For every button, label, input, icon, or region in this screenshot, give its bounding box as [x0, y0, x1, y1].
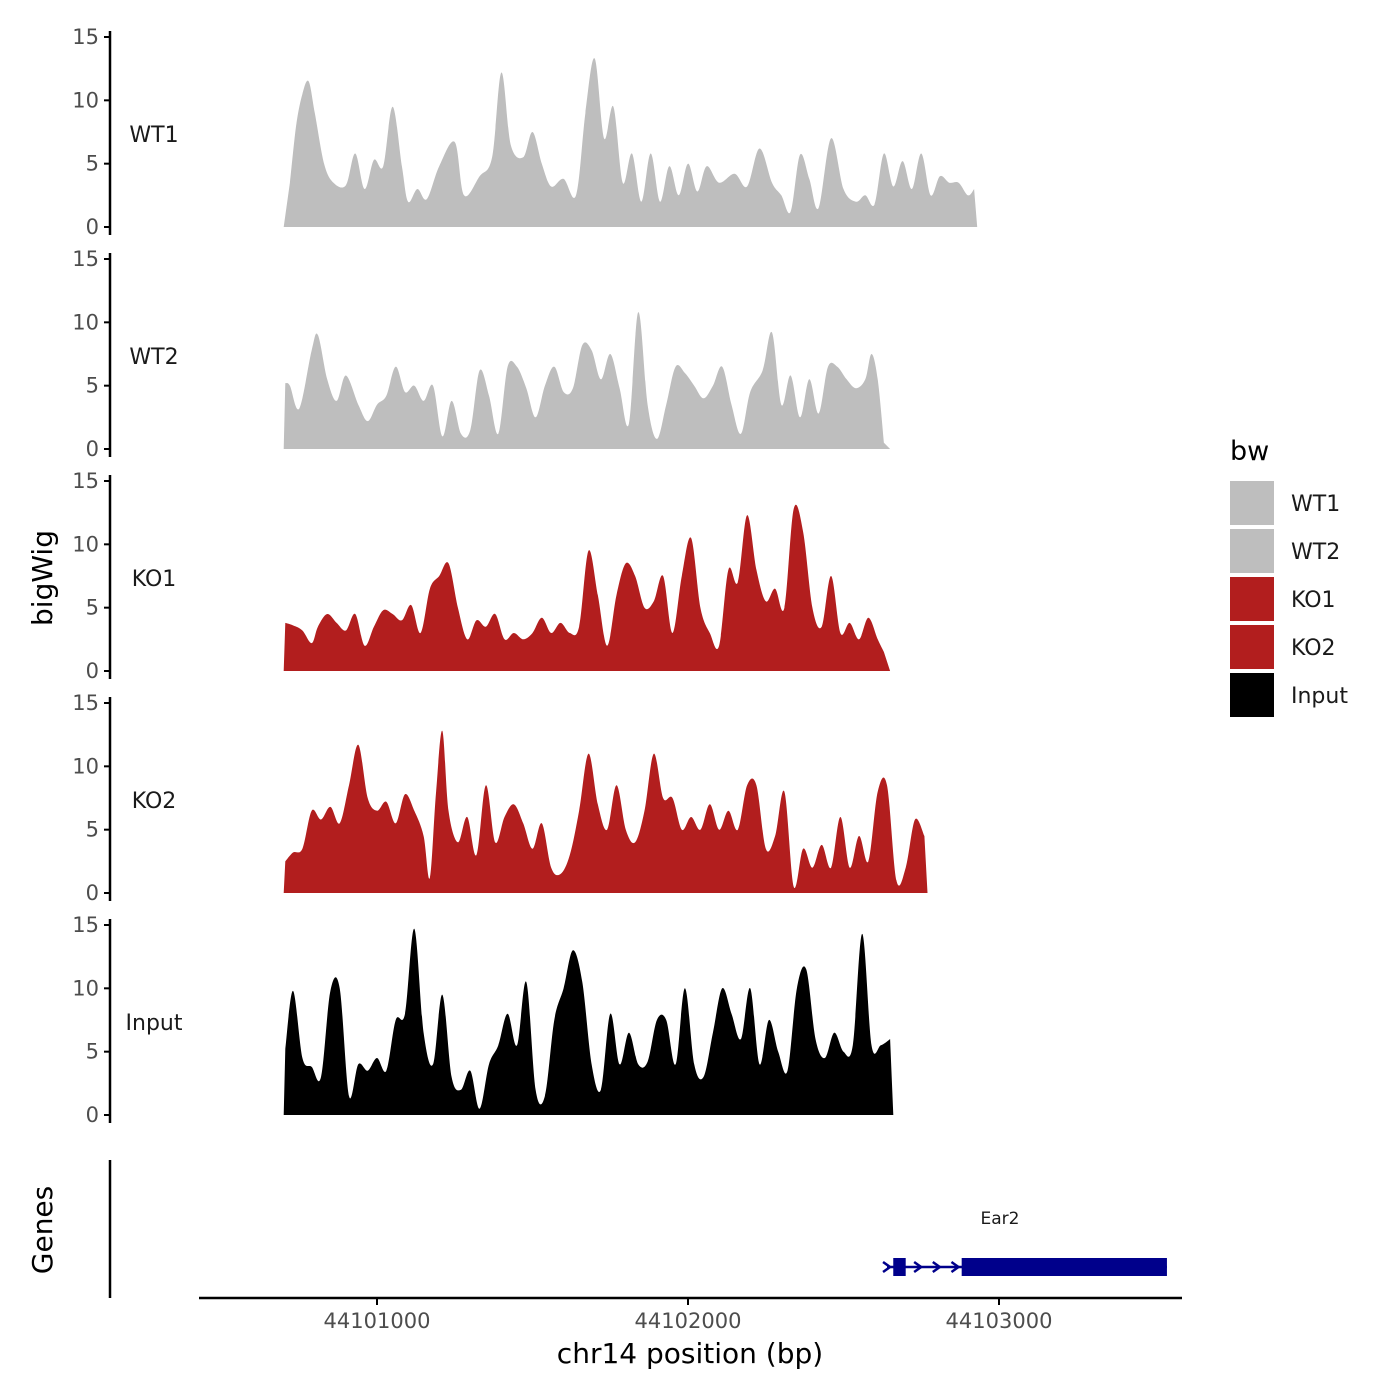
track-label-wt1: WT1: [129, 123, 178, 148]
y-tick-label: 10: [72, 88, 99, 112]
y-tick-label: 15: [72, 469, 99, 493]
strand-arrow-icon: [950, 1260, 961, 1274]
y-tick-label: 15: [72, 25, 99, 49]
y-tick-label: 5: [86, 818, 99, 842]
legend-label-ko1: KO1: [1291, 588, 1336, 613]
x-tick-label: 44102000: [635, 1309, 742, 1333]
y-tick-label: 0: [86, 1103, 99, 1127]
legend-swatch-wt2: [1230, 529, 1274, 573]
gene-exon: [961, 1258, 1167, 1276]
y-tick-label: 15: [72, 247, 99, 271]
strand-arrow-icon: [932, 1260, 942, 1274]
strand-arrow-icon: [913, 1260, 924, 1274]
track-label-input: Input: [126, 1011, 183, 1036]
y-tick-label: 15: [72, 691, 99, 715]
coverage-panels: 0 5 10 15 WT1 0 5 10 15 WT2 0 5 10 15 KO1 0 5 10 15 KO2 0 5 10…: [72, 25, 978, 1127]
legend-label-input: Input: [1291, 684, 1348, 709]
legend: bw WT1 WT2 KO1 KO2 Input: [1230, 436, 1348, 717]
y-tick-label: 15: [72, 913, 99, 937]
y-tick-label: 10: [72, 532, 99, 556]
track-panel-ko2: 0 5 10 15 KO2: [72, 691, 928, 905]
track-panel-wt2: 0 5 10 15 WT2: [72, 247, 891, 461]
x-axis-title: chr14 position (bp): [557, 1337, 823, 1370]
coverage-area-wt1: [283, 58, 978, 228]
y-tick-label: 5: [86, 152, 99, 176]
track-panel-input: 0 5 10 15 Input: [72, 913, 894, 1127]
x-tick-label: 44101000: [324, 1309, 431, 1333]
legend-swatch-ko2: [1230, 625, 1274, 669]
gene-exon: [893, 1258, 906, 1276]
x-tick-label: 44103000: [946, 1309, 1053, 1333]
y-tick-label: 10: [72, 754, 99, 778]
coverage-area-ko2: [283, 730, 928, 893]
x-axis: 44101000 44102000 44103000: [199, 1296, 1182, 1333]
legend-label-ko2: KO2: [1291, 636, 1336, 661]
genes-axis-title: Genes: [26, 1186, 59, 1274]
y-tick-label: 5: [86, 374, 99, 398]
track-label-ko2: KO2: [132, 789, 177, 814]
coverage-area-wt2: [283, 312, 891, 449]
legend-label-wt1: WT1: [1291, 492, 1340, 517]
gene-name-label: Ear2: [981, 1209, 1020, 1229]
y-axis-title: bigWig: [26, 530, 59, 626]
legend-title: bw: [1230, 436, 1269, 467]
track-label-ko1: KO1: [132, 567, 177, 592]
track-panel-ko1: 0 5 10 15 KO1: [72, 469, 891, 683]
y-tick-label: 0: [86, 215, 99, 239]
y-tick-label: 0: [86, 437, 99, 461]
genes-track: Ear2: [108, 1160, 1167, 1298]
track-label-wt2: WT2: [129, 345, 178, 370]
track-panel-wt1: 0 5 10 15 WT1: [72, 25, 978, 239]
coverage-area-input: [283, 928, 894, 1115]
y-tick-label: 0: [86, 659, 99, 683]
y-tick-label: 5: [86, 596, 99, 620]
y-tick-label: 5: [86, 1040, 99, 1064]
legend-swatch-wt1: [1230, 481, 1274, 525]
legend-label-wt2: WT2: [1291, 540, 1340, 565]
legend-swatch-input: [1230, 673, 1274, 717]
strand-arrow-icon: [882, 1260, 893, 1274]
coverage-area-ko1: [283, 504, 891, 671]
y-tick-label: 10: [72, 310, 99, 334]
y-tick-label: 0: [86, 881, 99, 905]
y-tick-label: 10: [72, 976, 99, 1000]
legend-swatch-ko1: [1230, 577, 1274, 621]
